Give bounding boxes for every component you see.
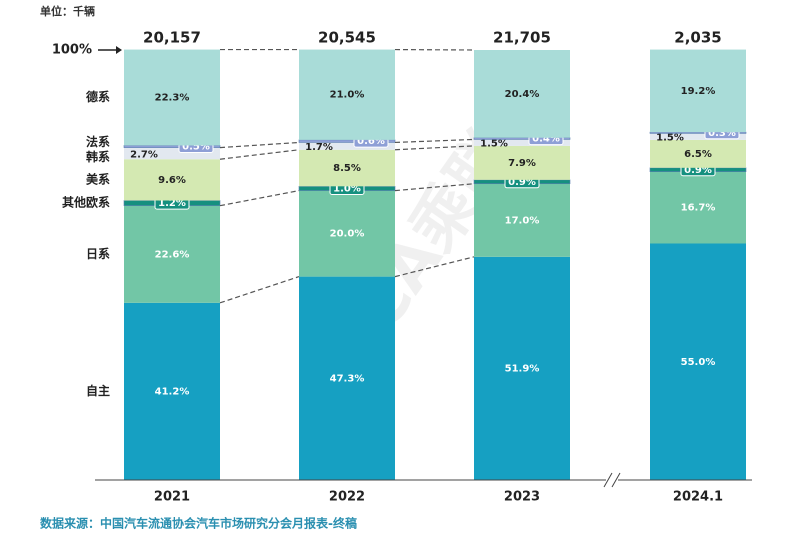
x-tick-label: 2021 xyxy=(154,490,190,505)
connector xyxy=(394,145,475,151)
data-label: 1.2% xyxy=(158,198,186,209)
bar-segment xyxy=(650,49,746,133)
unit-label: 单位：千辆 xyxy=(40,4,95,18)
source-note: 数据来源：中国汽车流通协会汽车市场研究分会月报表-终稿 xyxy=(40,516,357,531)
bar-segment xyxy=(124,205,220,303)
bar-segment xyxy=(474,183,570,257)
x-tick-label: 2022 xyxy=(329,490,365,505)
total-label: 21,705 xyxy=(493,29,551,47)
y-tick-label: 100% xyxy=(52,43,92,58)
axis-break xyxy=(603,472,613,488)
data-label: 0.9% xyxy=(508,177,536,188)
connector xyxy=(219,190,300,207)
x-tick-label: 2024.1 xyxy=(673,490,723,505)
series-label: 韩系 xyxy=(86,149,110,164)
axis-break xyxy=(611,472,621,488)
bar-segment xyxy=(124,159,220,201)
bar-segment xyxy=(299,142,395,150)
connector xyxy=(219,141,300,149)
data-label: 1.7% xyxy=(305,142,333,153)
data-label: 17.0% xyxy=(505,215,540,226)
bar-segment xyxy=(299,149,395,187)
data-label: 1.5% xyxy=(480,139,508,150)
bar-segment xyxy=(299,190,395,277)
data-label: 47.3% xyxy=(330,373,365,384)
data-label: 0.5% xyxy=(182,142,210,153)
total-label: 20,157 xyxy=(143,29,201,47)
bar-segment xyxy=(299,276,395,480)
connector xyxy=(394,138,475,144)
bar-segment xyxy=(299,49,395,140)
data-label: 2.7% xyxy=(130,149,158,160)
data-label: 0.3% xyxy=(708,128,736,139)
data-label: 0.6% xyxy=(357,136,385,147)
bar-segment xyxy=(474,256,570,480)
data-label: 1.0% xyxy=(333,183,361,194)
data-label: 16.7% xyxy=(681,203,716,214)
data-label: 7.9% xyxy=(508,158,536,169)
bar-segment xyxy=(474,50,570,138)
series-label: 美系 xyxy=(86,171,110,186)
arrow-head xyxy=(116,46,122,54)
data-label: 9.6% xyxy=(158,175,186,186)
bar-segment xyxy=(650,139,746,168)
data-label: 1.5% xyxy=(656,133,684,144)
series-label: 自主 xyxy=(86,383,110,398)
data-label: 20.0% xyxy=(330,229,365,240)
connector xyxy=(219,276,300,304)
total-label: 2,035 xyxy=(674,29,721,47)
bar-segment xyxy=(650,243,746,480)
series-label: 日系 xyxy=(86,246,110,261)
data-label: 0.4% xyxy=(532,134,560,145)
data-label: 51.9% xyxy=(505,363,540,374)
bar-segment xyxy=(123,145,221,148)
bar-segment xyxy=(650,171,746,244)
series-label: 法系 xyxy=(86,134,110,149)
data-label: 20.4% xyxy=(505,89,540,100)
bar-segment xyxy=(124,49,220,146)
data-label: 19.2% xyxy=(681,86,716,97)
connector xyxy=(219,149,300,160)
data-label: 0.9% xyxy=(684,165,712,176)
total-label: 20,545 xyxy=(318,29,376,47)
data-label: 22.6% xyxy=(155,249,190,260)
bar-segment xyxy=(124,147,220,160)
data-label: 22.3% xyxy=(155,93,190,104)
data-label: 6.5% xyxy=(684,149,712,160)
connector xyxy=(394,183,475,192)
data-label: 41.2% xyxy=(155,386,190,397)
data-label: 55.0% xyxy=(681,357,716,368)
data-label: 21.0% xyxy=(330,90,365,101)
bar-segment xyxy=(474,145,570,180)
bar-segment xyxy=(124,302,220,480)
x-tick-label: 2023 xyxy=(504,490,540,505)
series-label: 其他欧系 xyxy=(62,195,110,210)
bar-segment xyxy=(650,133,746,140)
data-label: 8.5% xyxy=(333,163,361,174)
bar-segment xyxy=(474,139,570,146)
connector xyxy=(394,256,475,278)
series-label: 德系 xyxy=(86,89,110,104)
